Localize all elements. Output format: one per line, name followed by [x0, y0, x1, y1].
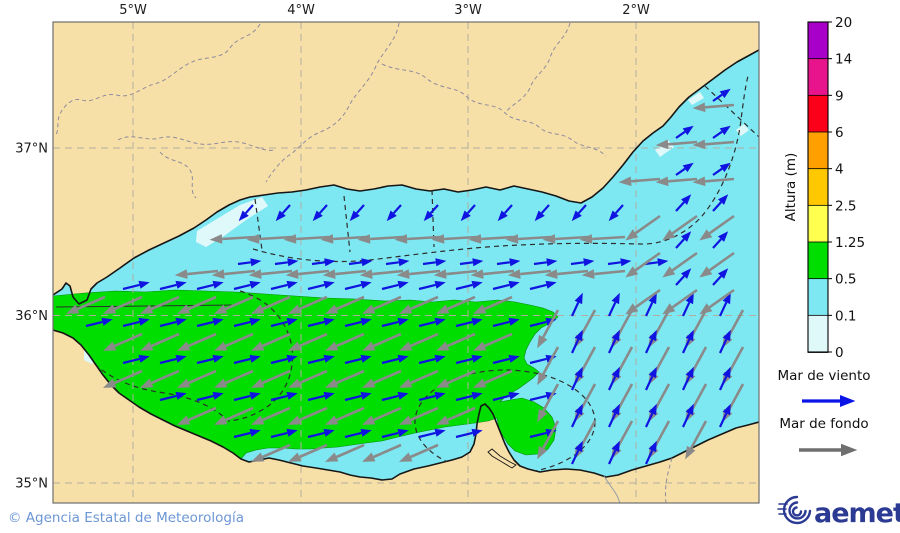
colorbar-tick-label: 2.5 [835, 198, 856, 214]
colorbar-band [807, 204, 829, 243]
colorbar-band [807, 131, 829, 170]
wave-arrow-field [66, 88, 745, 465]
aemet-logo-text: aemet [814, 498, 900, 529]
colorbar-tick-label: 0 [835, 345, 844, 361]
colorbar-band [807, 58, 829, 97]
colorbar-band [807, 241, 829, 280]
x-axis-tick-label: 2°W [622, 3, 650, 18]
colorbar-tick-label: 0.1 [835, 308, 856, 324]
colorbar-tick-label: 0.5 [835, 272, 856, 288]
colorbar-tick-label: 6 [835, 125, 844, 141]
colorbar-tick-label: 9 [835, 88, 844, 104]
colorbar-band [807, 168, 829, 207]
colorbar-tick-label: 1.25 [835, 235, 865, 251]
map-frame [52, 21, 760, 504]
wave-height-colorbar: 20 14 9 6 4 2.5 1.25 0.5 0.1 0 [807, 15, 865, 361]
y-axis-tick-label: 36°N [15, 309, 48, 324]
swell-arrow-icon [799, 443, 858, 457]
coastal-spit [487, 448, 517, 469]
arrow-legend: Mar de viento Mar de fondo [777, 368, 871, 457]
colorbar-band [807, 314, 829, 353]
colorbar-tick-label: 4 [835, 162, 844, 178]
map-body [53, 22, 759, 503]
admin-borders [54, 22, 673, 503]
copyright-text: © Agencia Estatal de Meteorología [8, 510, 244, 526]
colorbar-title: Altura (m) [783, 153, 799, 222]
y-axis-tick-label: 35°N [15, 477, 48, 492]
aemet-swirl-icon [777, 495, 812, 525]
y-axis-tick-label: 37°N [15, 142, 48, 157]
aemet-logo: aemet [777, 495, 900, 529]
x-axis-tick-label: 4°W [287, 3, 315, 18]
colorbar-band [807, 21, 829, 60]
wind-sea-label: Mar de viento [777, 368, 870, 384]
colorbar-band [807, 278, 829, 317]
colorbar-tick-label: 14 [835, 52, 852, 68]
x-axis-tick-label: 5°W [119, 3, 147, 18]
wind-sea-arrow-icon [802, 395, 856, 407]
x-axis-tick-label: 3°W [454, 3, 482, 18]
swell-label: Mar de fondo [779, 416, 868, 432]
colorbar-band [807, 94, 829, 133]
colorbar-tick-label: 20 [835, 15, 852, 31]
river-line [603, 475, 621, 503]
axis-tick-labels: 5°W 4°W 3°W 2°W 37°N 36°N 35°N [15, 3, 650, 492]
